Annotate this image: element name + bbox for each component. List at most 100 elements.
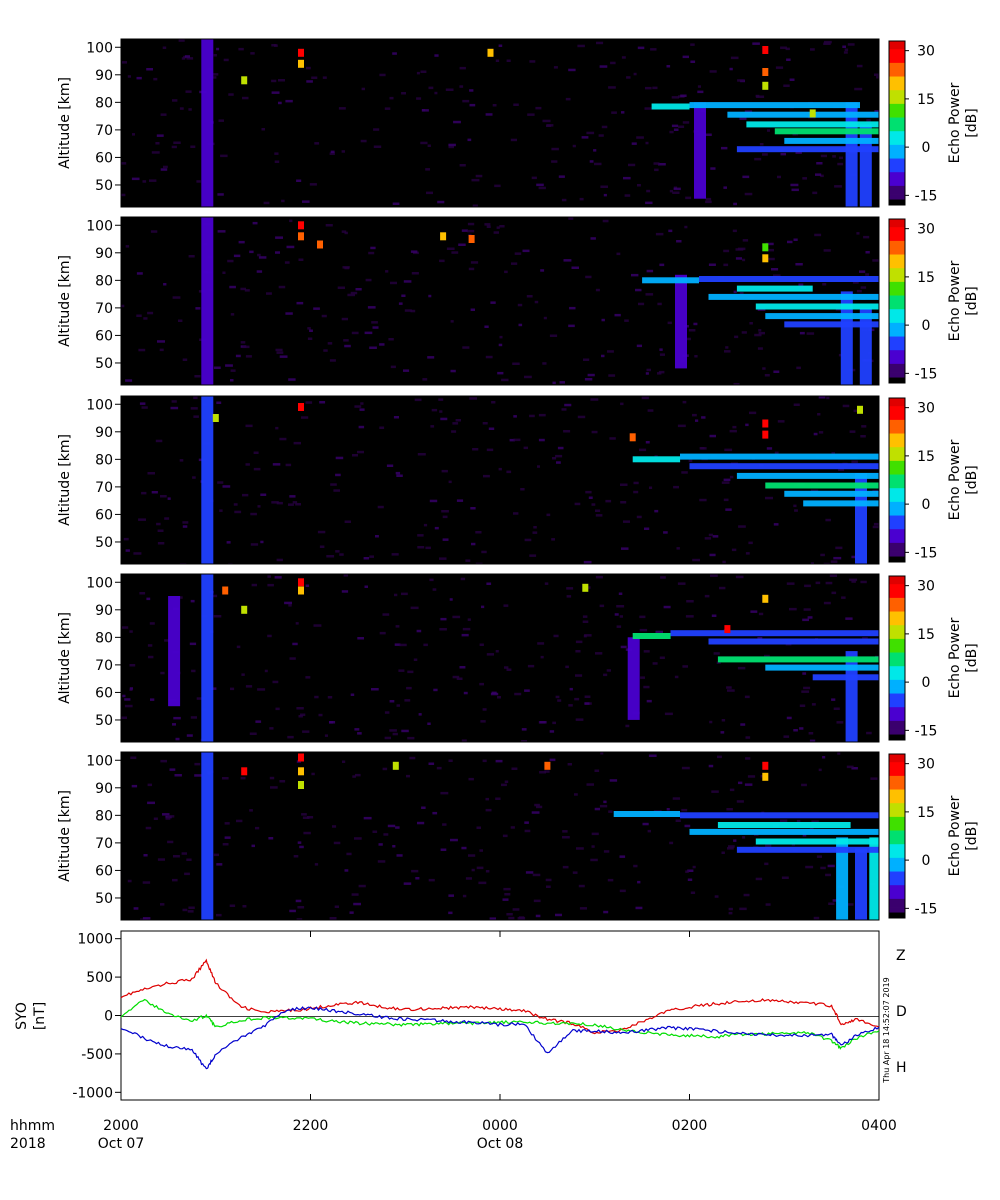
noise-cell: [355, 288, 362, 291]
noise-cell: [762, 153, 768, 156]
noise-cell: [124, 698, 131, 701]
noise-cell: [363, 816, 372, 820]
colorbar-step: [889, 460, 905, 464]
noise-cell: [383, 833, 389, 836]
noise-cell: [456, 499, 464, 502]
noise-cell: [621, 56, 626, 59]
noise-cell: [127, 75, 131, 78]
noise-cell: [823, 562, 830, 564]
noise-cell: [598, 134, 604, 137]
noise-cell: [511, 767, 518, 770]
noise-cell: [286, 245, 295, 249]
noise-cell: [392, 845, 396, 848]
colorbar-tick-label: 30: [917, 579, 935, 595]
colorbar-step: [889, 778, 905, 782]
colorbar-step: [889, 499, 905, 503]
noise-cell: [866, 119, 871, 122]
noise-cell: [606, 669, 611, 672]
echo-band: [727, 111, 879, 118]
noise-cell: [590, 237, 596, 240]
noise-cell: [301, 813, 307, 816]
noise-cell: [608, 86, 616, 89]
noise-cell: [595, 509, 601, 512]
noise-cell: [267, 583, 274, 587]
noise-cell: [572, 144, 576, 148]
legend-z: Z: [896, 948, 906, 964]
echo-spot: [298, 48, 304, 57]
noise-cell: [492, 104, 497, 107]
noise-cell: [410, 309, 416, 313]
colorbar-step: [889, 147, 905, 151]
noise-cell: [125, 549, 130, 552]
noise-cell: [872, 525, 879, 529]
y-tick-label: 60: [95, 150, 113, 166]
noise-cell: [780, 819, 788, 822]
noise-cell: [708, 263, 716, 266]
echo-band: [736, 146, 879, 153]
noise-cell: [838, 468, 845, 471]
legend-h: H: [896, 1060, 907, 1076]
noise-cell: [468, 267, 475, 271]
colorbar-step: [889, 548, 905, 552]
noise-cell: [410, 606, 419, 610]
noise-cell: [488, 427, 495, 430]
noise-cell: [452, 615, 461, 619]
noise-cell: [147, 472, 155, 475]
noise-cell: [274, 576, 282, 579]
colorbar-step: [889, 144, 905, 148]
echo-band: [689, 102, 860, 109]
noise-cell: [607, 878, 614, 882]
noise-cell: [704, 537, 712, 540]
noise-cell: [497, 371, 504, 375]
echo-panel-frame: [120, 38, 880, 208]
noise-cell: [150, 230, 158, 233]
noise-cell: [874, 110, 879, 113]
noise-cell: [211, 76, 217, 79]
noise-cell: [637, 46, 645, 50]
noise-cell: [742, 239, 749, 242]
noise-cell: [624, 194, 631, 197]
echo-band: [717, 656, 879, 663]
noise-cell: [646, 368, 651, 372]
noise-cell: [872, 259, 879, 262]
noise-cell: [595, 288, 600, 292]
noise-cell: [463, 691, 468, 695]
noise-cell: [729, 788, 735, 792]
noise-cell: [668, 229, 673, 233]
noise-cell: [813, 432, 818, 436]
noise-cell: [423, 643, 428, 647]
noise-cell: [565, 97, 571, 101]
echo-band: [708, 293, 879, 300]
noise-cell: [546, 885, 551, 888]
noise-cell: [274, 160, 280, 163]
noise-cell: [389, 96, 394, 100]
noise-cell: [486, 225, 491, 228]
colorbar-step: [889, 485, 905, 489]
noise-cell: [363, 557, 370, 560]
noise-cell: [619, 855, 626, 858]
noise-cell: [510, 826, 515, 829]
noise-cell: [814, 233, 822, 237]
noise-cell: [692, 865, 696, 869]
noise-cell: [373, 145, 382, 148]
noise-cell: [820, 174, 824, 178]
noise-cell: [849, 578, 858, 582]
noise-cell: [748, 541, 753, 545]
noise-cell: [167, 497, 171, 500]
noise-cell: [255, 720, 262, 723]
noise-cell: [219, 509, 223, 512]
noise-cell: [786, 58, 791, 61]
noise-cell: [685, 615, 694, 618]
noise-cell: [288, 503, 294, 506]
noise-cell: [266, 292, 272, 295]
noise-cell: [218, 119, 224, 122]
noise-cell: [620, 483, 628, 486]
noise-cell: [344, 344, 351, 348]
colorbar-step: [889, 685, 905, 689]
noise-cell: [846, 765, 854, 769]
noise-cell: [709, 553, 716, 557]
colorbar-step: [889, 759, 905, 763]
noise-cell: [302, 200, 310, 203]
noise-cell: [765, 496, 773, 500]
noise-cell: [870, 359, 874, 363]
